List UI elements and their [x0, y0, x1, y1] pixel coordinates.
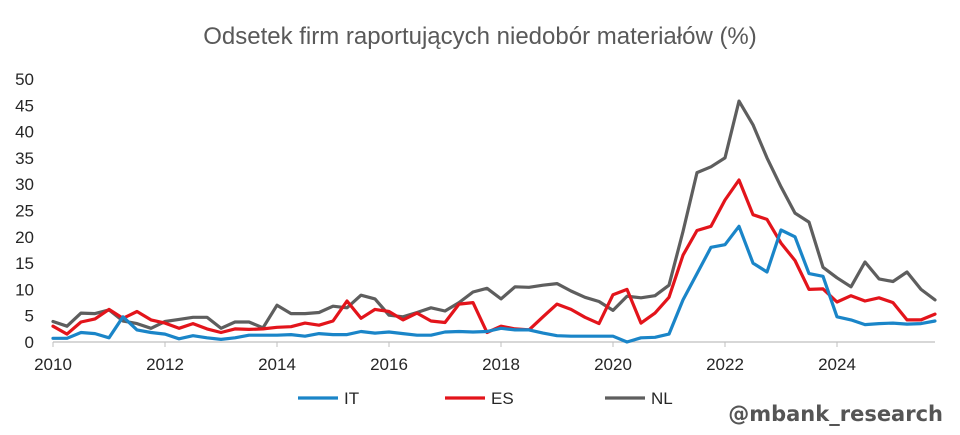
x-tick-label: 2020 — [594, 355, 632, 374]
x-axis: 2010 2012 2014 2016 2018 2020 2022 2024 — [34, 341, 935, 374]
watermark-text: @mbank_research — [728, 402, 943, 426]
y-tick-label: 15 — [15, 254, 34, 273]
chart-title: Odsetek firm raportujących niedobór mate… — [203, 23, 757, 50]
legend-label-nl: NL — [651, 389, 673, 408]
y-tick-label: 20 — [15, 228, 34, 247]
x-tick-label: 2024 — [818, 355, 856, 374]
series-line-nl — [51, 99, 937, 330]
x-tick-label: 2012 — [146, 355, 184, 374]
series-line-it — [51, 224, 937, 344]
y-tick-label: 0 — [25, 333, 34, 352]
series-lines — [51, 99, 937, 344]
x-tick-label: 2010 — [34, 355, 72, 374]
y-tick-label: 5 — [25, 307, 34, 326]
x-tick-label: 2014 — [258, 355, 296, 374]
y-tick-label: 30 — [15, 175, 34, 194]
y-axis: 0 5 10 15 20 25 30 35 40 45 50 — [15, 70, 34, 352]
y-tick-label: 45 — [15, 96, 34, 115]
y-tick-label: 40 — [15, 123, 34, 142]
x-tick-label: 2016 — [370, 355, 408, 374]
x-tick-label: 2022 — [706, 355, 744, 374]
y-tick-label: 10 — [15, 280, 34, 299]
legend: IT ES NL — [298, 389, 673, 408]
y-tick-label: 25 — [15, 202, 34, 221]
x-tick-label: 2018 — [482, 355, 520, 374]
y-tick-label: 50 — [15, 70, 34, 89]
legend-label-es: ES — [491, 389, 514, 408]
legend-label-it: IT — [344, 389, 359, 408]
y-tick-label: 35 — [15, 149, 34, 168]
